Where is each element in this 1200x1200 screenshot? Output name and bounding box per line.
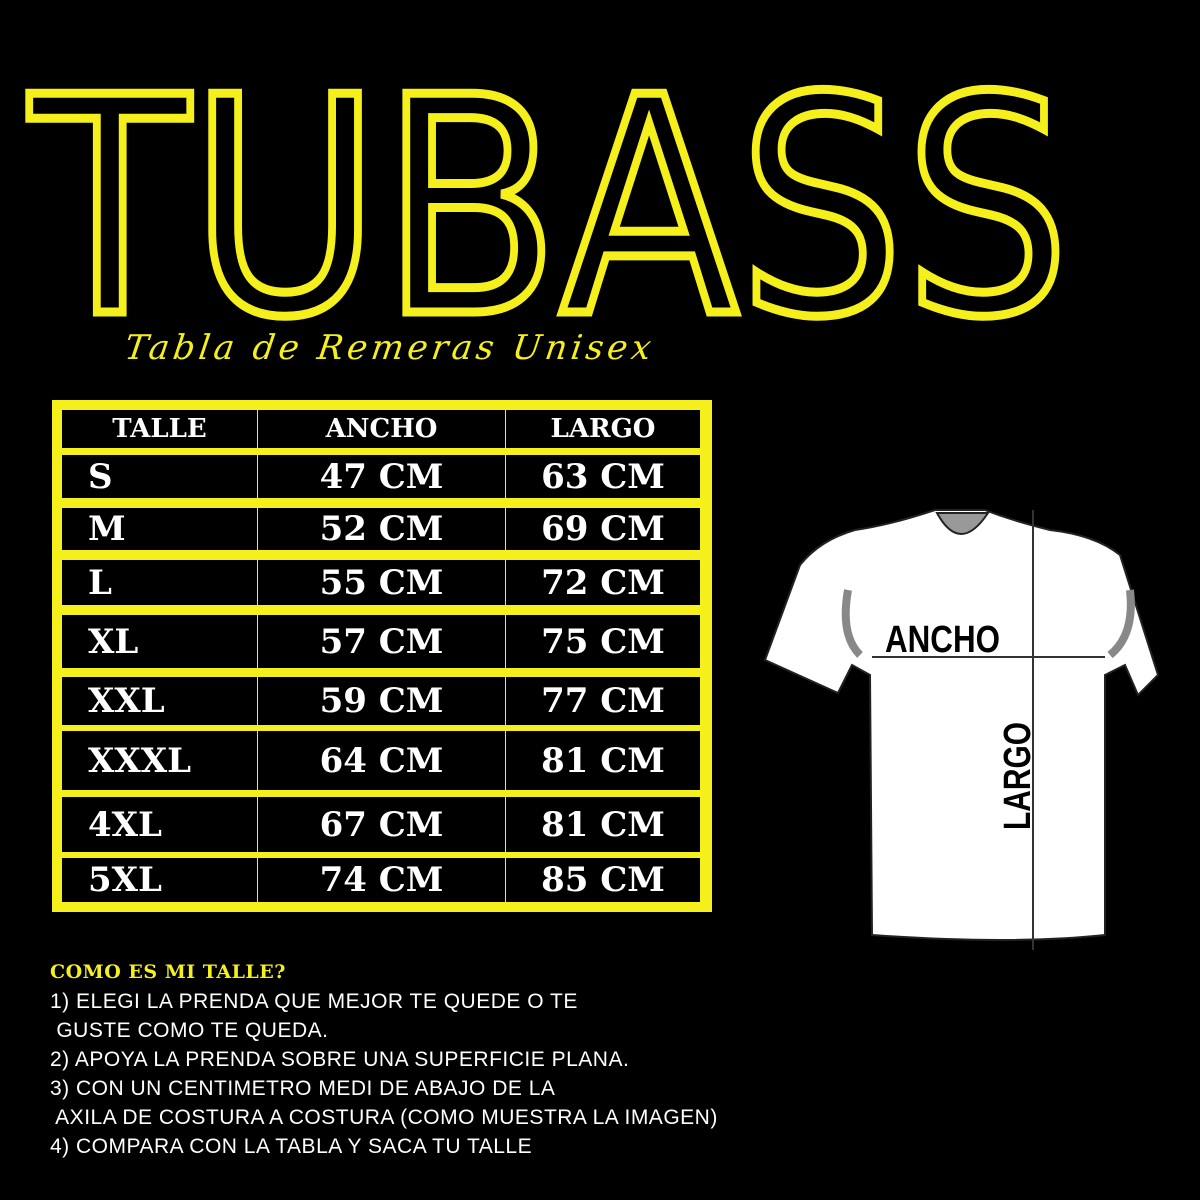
howto-title: COMO ES MI TALLE? (50, 961, 286, 983)
howto-line: 1) ELEGI LA PRENDA QUE MEJOR TE QUEDE O … (50, 990, 578, 1013)
width-cell: 67 CM (258, 797, 505, 852)
width-cell: 74 CM (258, 858, 505, 902)
length-cell: 69 CM (506, 508, 700, 550)
header-largo: LARGO (506, 410, 700, 448)
howto-line: 4) COMPARA CON LA TABLA Y SACA TU TALLE (50, 1135, 533, 1158)
length-cell: 77 CM (506, 677, 700, 725)
length-cell: 85 CM (506, 858, 700, 902)
width-cell: 64 CM (258, 731, 505, 790)
width-cell: 55 CM (258, 560, 505, 605)
logo-text: TUBASS (26, 34, 1070, 330)
width-cell: 47 CM (258, 455, 505, 498)
size-cell: 4XL (62, 797, 257, 852)
width-cell: 57 CM (258, 615, 505, 668)
size-cell: S (62, 455, 257, 498)
howto-line: 3) CON UN CENTIMETRO MEDI DE ABAJO DE LA (50, 1077, 556, 1100)
header-ancho: ANCHO (258, 410, 505, 448)
subtitle: Tabla de Remeras Unisex (122, 328, 658, 368)
howto-section: COMO ES MI TALLE? 1) ELEGI LA PRENDA QUE… (50, 958, 718, 1161)
width-cell: 59 CM (258, 677, 505, 725)
length-cell: 81 CM (506, 797, 700, 852)
howto-line: GUSTE COMO TE QUEDA. (50, 1019, 329, 1042)
size-cell: 5XL (62, 858, 257, 902)
tshirt-diagram: ANCHO LARGO (763, 509, 1160, 950)
header-talle: TALLE (62, 410, 257, 448)
length-cell: 81 CM (506, 731, 700, 790)
length-cell: 72 CM (506, 560, 700, 605)
tubass-logo: TUBASS (21, 30, 1074, 331)
size-cell: L (62, 560, 257, 605)
length-label: LARGO (997, 722, 1039, 830)
length-cell: 75 CM (506, 615, 700, 668)
width-label: ANCHO (885, 619, 1000, 661)
length-cell: 63 CM (506, 455, 700, 498)
width-cell: 52 CM (258, 508, 505, 550)
size-table: TALLE ANCHO LARGO S 47 CM 63 CM M 52 CM 69 CM L 55… (52, 400, 712, 912)
size-cell: XL (62, 615, 257, 668)
tshirt-icon (763, 509, 1160, 941)
howto-line: 2) APOYA LA PRENDA SOBRE UNA SUPERFICIE … (50, 1048, 630, 1071)
howto-line: AXILA DE COSTURA A COSTURA (COMO MUESTRA… (50, 1106, 718, 1129)
size-cell: XXXL (62, 731, 257, 790)
size-cell: XXL (62, 677, 257, 725)
size-cell: M (62, 508, 257, 550)
